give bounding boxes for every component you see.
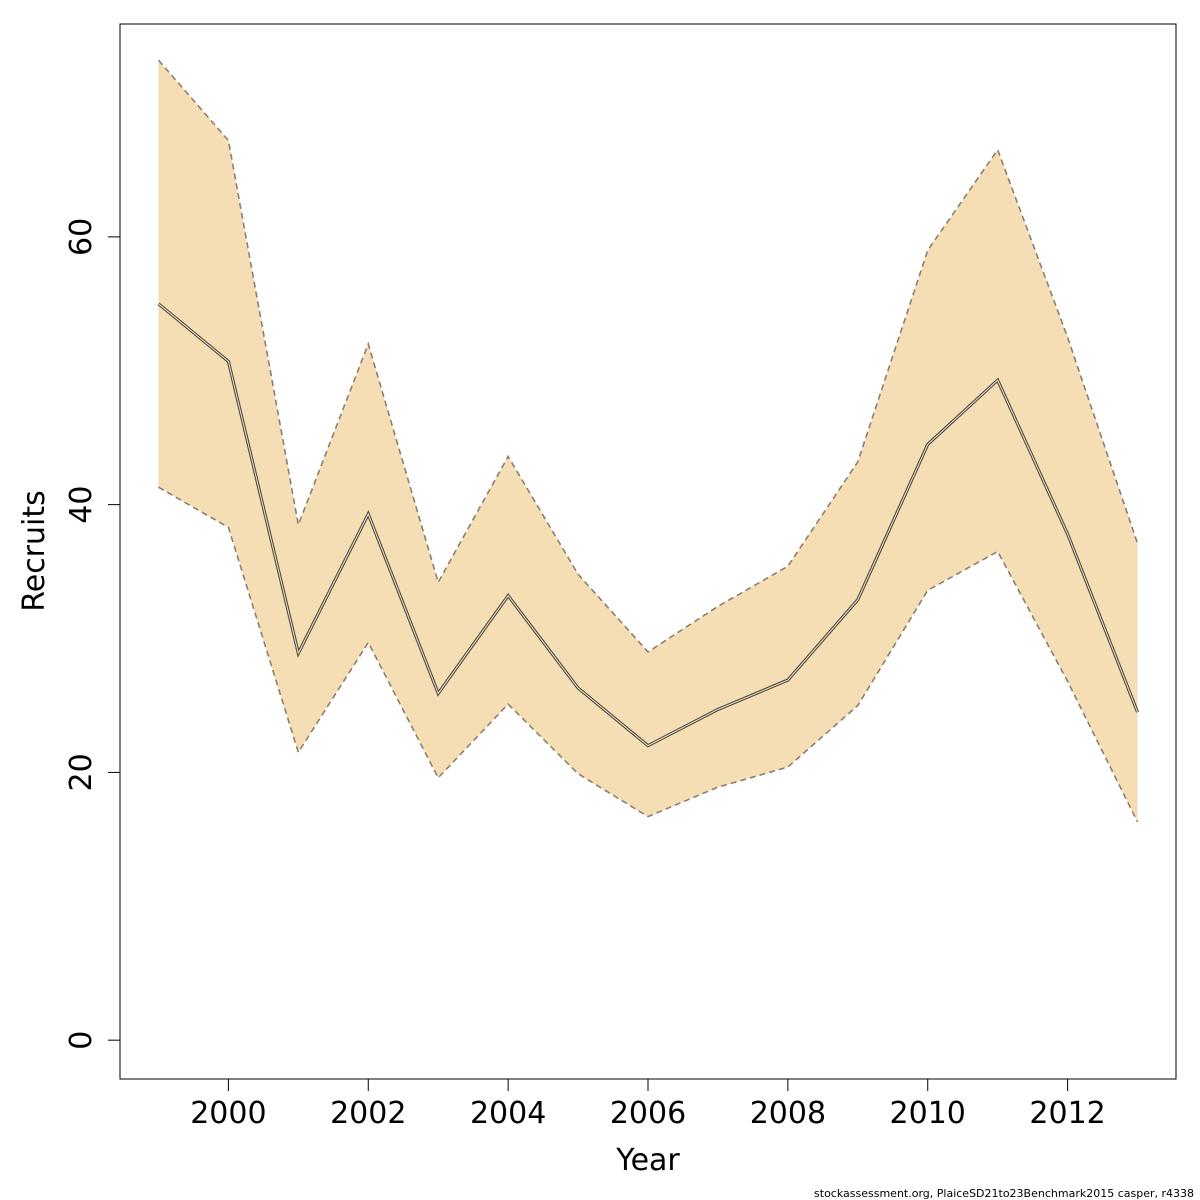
x-tick-label: 2008 bbox=[750, 1096, 826, 1131]
x-tick-label: 2012 bbox=[1029, 1096, 1105, 1131]
x-axis: 2000 2002 2004 2006 2008 2010 2012 bbox=[190, 1079, 1106, 1131]
x-tick-label: 2004 bbox=[470, 1096, 546, 1131]
x-tick-label: 2002 bbox=[330, 1096, 406, 1131]
y-tick-label: 20 bbox=[64, 753, 99, 791]
y-tick-label: 60 bbox=[64, 218, 99, 256]
y-tick-label: 40 bbox=[64, 486, 99, 524]
estimate-line-group bbox=[157, 302, 1140, 748]
confidence-band-area bbox=[158, 60, 1138, 822]
y-axis: 0 20 40 60 bbox=[64, 218, 120, 1050]
footer-text: stockassessment.org, PlaiceSD21to23Bench… bbox=[814, 1187, 1194, 1200]
x-tick-label: 2010 bbox=[890, 1096, 966, 1131]
confidence-band bbox=[157, 59, 1139, 823]
y-axis-title: Recruits bbox=[17, 490, 52, 612]
x-tick-label: 2000 bbox=[190, 1096, 266, 1131]
x-axis-title: Year bbox=[615, 1143, 680, 1178]
lower-bound-line bbox=[158, 486, 1139, 823]
x-tick-label: 2006 bbox=[610, 1096, 686, 1131]
estimate-line-inner bbox=[158, 303, 1139, 747]
y-tick-label: 0 bbox=[64, 1031, 99, 1050]
upper-bound-line bbox=[157, 59, 1139, 653]
